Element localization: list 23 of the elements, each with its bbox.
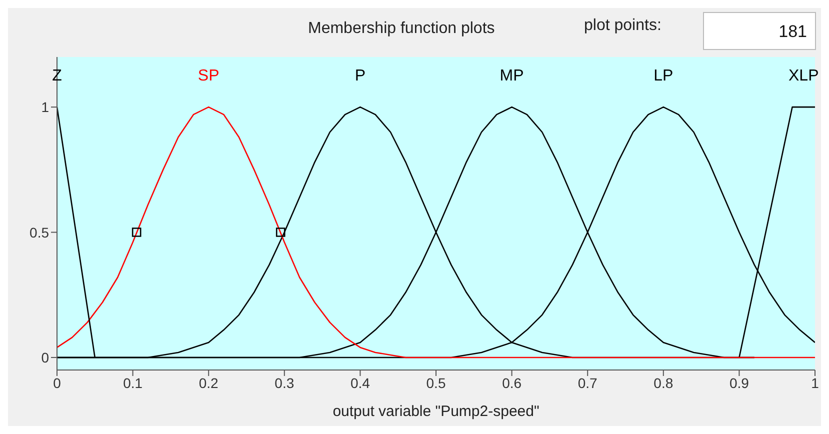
x-tick-label: 0.9	[729, 374, 750, 391]
chart-title: Membership function plots	[308, 20, 495, 38]
x-tick-label: 0.7	[578, 374, 598, 391]
series-label: LP	[654, 67, 674, 84]
series-label: XLP	[788, 67, 819, 84]
y-tick-label: 0	[41, 349, 50, 366]
series-label: MP	[500, 67, 524, 84]
x-tick-label: 0.6	[502, 374, 522, 391]
series-label: P	[354, 67, 366, 84]
x-axis-title: output variable "Pump2-speed"	[332, 403, 540, 420]
x-tick-label: 0.8	[654, 374, 674, 391]
number-field: 181	[703, 12, 816, 50]
x-tick-label: 0.4	[350, 374, 370, 391]
y-tick-label: 0.5	[30, 224, 50, 240]
x-tick-label: 0.2	[198, 374, 219, 391]
x-tick-label: 0.1	[123, 374, 143, 391]
x-tick-label: 0	[53, 374, 62, 391]
x-tick-label: 0.3	[274, 374, 294, 391]
x-tick-label: 1	[811, 374, 820, 391]
text: plot points:	[584, 17, 662, 35]
x-tick-label: 0.5	[426, 374, 446, 391]
series-label: SP	[198, 67, 220, 84]
y-tick-label: 1	[41, 99, 50, 116]
